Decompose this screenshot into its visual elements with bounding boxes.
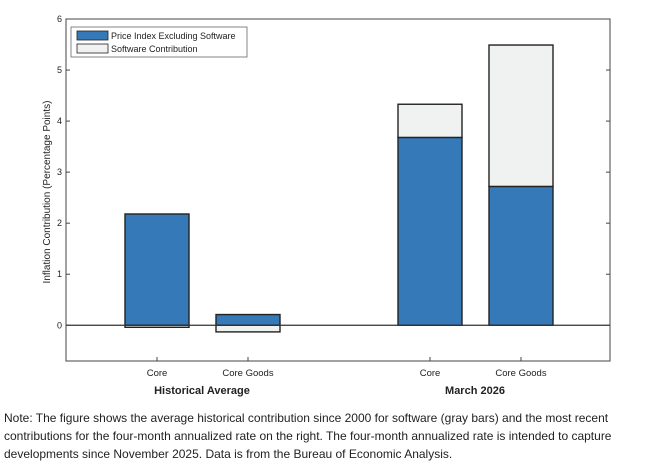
y-tick-label: 3 bbox=[57, 167, 62, 177]
legend-label-ex-software: Price Index Excluding Software bbox=[111, 31, 236, 41]
x-tick-label: Core Goods bbox=[222, 368, 273, 379]
bar-ex-software bbox=[124, 213, 190, 326]
y-tick-label: 5 bbox=[57, 65, 62, 75]
group-label-historical-average: Historical Average bbox=[154, 385, 250, 397]
y-tick-label: 6 bbox=[57, 14, 62, 24]
y-tick-label: 2 bbox=[57, 218, 62, 228]
bar-software bbox=[397, 103, 463, 139]
group-label-march-2026: March 2026 bbox=[445, 385, 505, 397]
x-tick-label: Core bbox=[147, 368, 168, 379]
y-axis-label: Inflation Contribution (Percentage Point… bbox=[42, 101, 53, 284]
bar-software bbox=[215, 324, 281, 333]
legend-swatch-software bbox=[76, 43, 109, 54]
bar-ex-software bbox=[397, 136, 463, 326]
x-tick-label: Core bbox=[420, 368, 441, 379]
bar-ex-software bbox=[488, 185, 554, 326]
legend-swatch-ex-software bbox=[76, 30, 109, 41]
legend: Price Index Excluding Software Software … bbox=[70, 26, 248, 58]
x-tick-label: Core Goods bbox=[495, 368, 546, 379]
plot-frame bbox=[65, 18, 611, 362]
ticks-layer: 0 1 2 3 4 5 6 Core Core Goods Core Core Goods bbox=[57, 14, 610, 379]
bar-software bbox=[488, 44, 554, 188]
figure-note: Note: The figure shows the average histo… bbox=[4, 411, 612, 461]
bars-layer bbox=[124, 44, 554, 333]
y-tick-label: 0 bbox=[57, 320, 62, 330]
y-tick-label: 4 bbox=[57, 116, 62, 126]
bar-ex-software bbox=[215, 313, 281, 326]
legend-label-software: Software Contribution bbox=[111, 44, 198, 54]
y-tick-label: 1 bbox=[57, 269, 62, 279]
chart: 0 1 2 3 4 5 6 Core Core Goods Core Core Goods Pric… bbox=[42, 14, 611, 397]
